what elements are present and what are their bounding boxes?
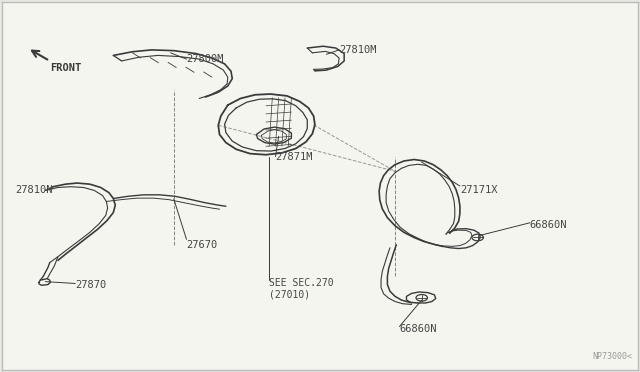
Text: 27171X: 27171X	[460, 185, 497, 195]
Text: 27670: 27670	[186, 240, 218, 250]
Text: 27810M: 27810M	[339, 45, 376, 55]
Text: 27810N: 27810N	[15, 185, 52, 195]
Text: 27870: 27870	[76, 280, 106, 290]
Text: 66860N: 66860N	[399, 324, 437, 334]
Text: FRONT: FRONT	[50, 63, 81, 73]
Text: 27871M: 27871M	[275, 151, 313, 161]
Text: NP73000<: NP73000<	[593, 352, 633, 361]
Text: SEE SEC.270
(27010): SEE SEC.270 (27010)	[269, 278, 333, 300]
Text: 66860N: 66860N	[530, 219, 567, 230]
Text: 27800M: 27800M	[186, 54, 224, 64]
